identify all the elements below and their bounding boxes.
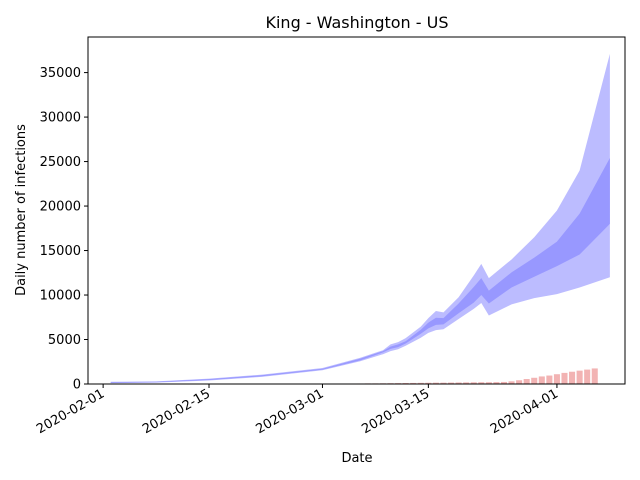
y-tick-label: 10000 bbox=[40, 289, 81, 304]
bar-2020-03-29 bbox=[531, 377, 538, 384]
y-tick-label: 15000 bbox=[40, 244, 81, 259]
x-axis-label: Date bbox=[341, 451, 372, 466]
bar-2020-03-28 bbox=[523, 379, 530, 384]
bar-2020-03-23 bbox=[485, 382, 492, 384]
bar-2020-03-21 bbox=[470, 382, 477, 384]
bar-2020-03-18 bbox=[448, 382, 455, 384]
y-axis: 0 5000 10000 15000 20000 25000 30000 35000 bbox=[40, 66, 88, 393]
axes-frame bbox=[87, 36, 626, 385]
y-tick-label: 35000 bbox=[40, 66, 81, 81]
bar-2020-03-20 bbox=[463, 382, 470, 384]
y-axis-label: Daily number of infections bbox=[14, 124, 29, 296]
chart-title: King - Washington - US bbox=[265, 13, 448, 32]
bar-2020-03-30 bbox=[538, 376, 545, 384]
y-tick-label: 0 bbox=[73, 378, 81, 393]
bar-2020-04-05 bbox=[584, 369, 591, 384]
bar-2020-04-06 bbox=[591, 368, 598, 384]
bar-2020-03-27 bbox=[516, 380, 523, 384]
bar-2020-03-31 bbox=[546, 375, 553, 384]
bar-2020-04-04 bbox=[576, 370, 583, 384]
outer-interval-band bbox=[110, 53, 610, 384]
bands-layer bbox=[110, 53, 610, 384]
bar-2020-03-14 bbox=[417, 382, 424, 384]
bar-2020-04-03 bbox=[569, 371, 576, 384]
bar-2020-03-19 bbox=[455, 382, 462, 384]
bar-2020-03-24 bbox=[493, 382, 500, 384]
y-tick-label: 30000 bbox=[40, 111, 81, 126]
y-tick-label: 5000 bbox=[48, 333, 81, 348]
bar-2020-03-16 bbox=[432, 382, 439, 384]
bar-2020-03-25 bbox=[500, 381, 508, 384]
y-tick-label: 25000 bbox=[40, 155, 81, 170]
bar-2020-03-22 bbox=[478, 382, 485, 384]
bar-2020-03-17 bbox=[440, 382, 447, 384]
bar-2020-03-13 bbox=[410, 382, 417, 384]
bar-2020-04-01 bbox=[553, 374, 560, 384]
y-tick-label: 20000 bbox=[40, 200, 81, 215]
bar-2020-03-15 bbox=[425, 382, 432, 384]
bar-2020-04-02 bbox=[561, 372, 568, 384]
bar-2020-03-26 bbox=[508, 381, 515, 384]
